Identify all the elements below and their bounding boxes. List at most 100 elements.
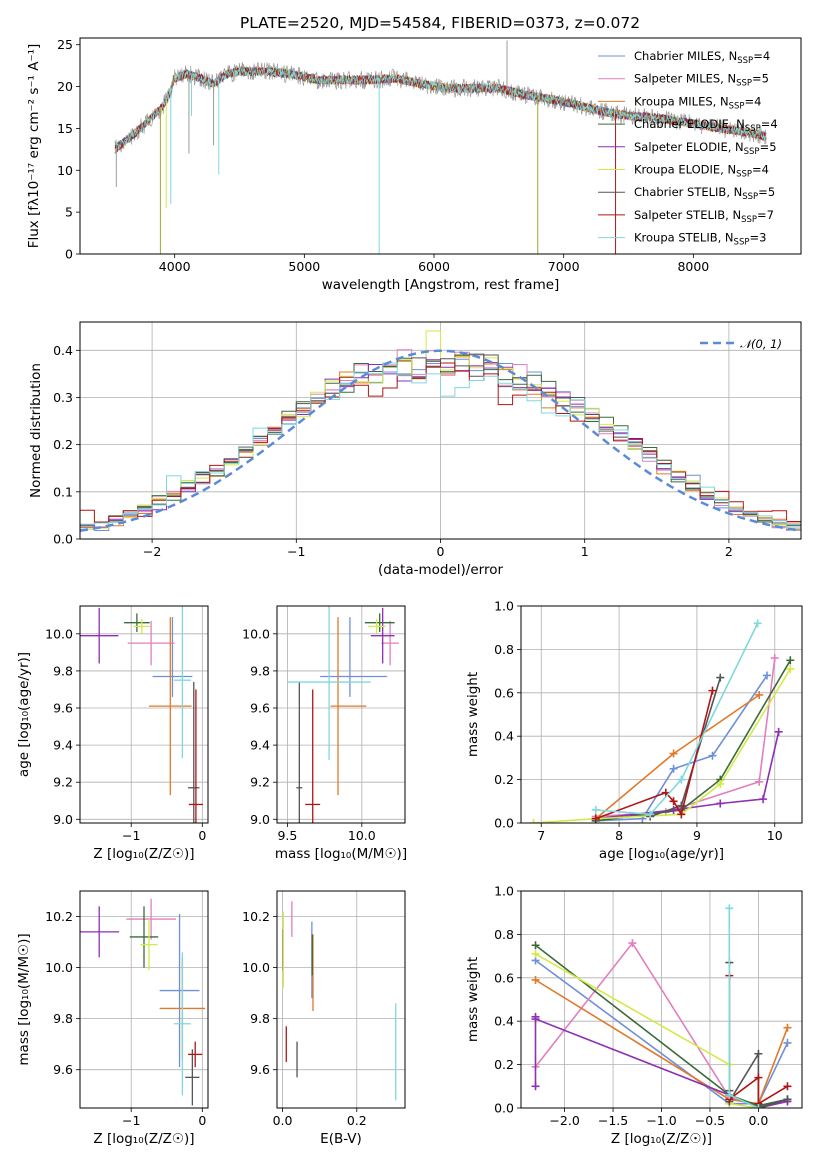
- x-axis-label: Z [log₁₀(Z/Z☉)]: [93, 846, 194, 862]
- legend-sep: , N: [713, 94, 729, 108]
- axes-frame: [520, 890, 803, 1109]
- legend-eq: =: [760, 140, 770, 154]
- legend-sep: , N: [718, 231, 734, 245]
- y-tick-label: 0.2: [53, 437, 73, 452]
- y-axis-label: mass weight: [465, 672, 481, 757]
- legend-subscript: SSP: [745, 124, 761, 134]
- y-tick-label: 10.0: [242, 626, 270, 641]
- data-point: [708, 751, 717, 760]
- series-line: [535, 944, 788, 1107]
- data-point: [531, 1082, 540, 1091]
- data-point: [531, 975, 540, 984]
- legend-eq: =: [749, 231, 759, 245]
- y-tick-label: 0.6: [494, 685, 514, 700]
- x-axis-label: E(B-V): [320, 1131, 362, 1147]
- legend-nssp: 4: [770, 117, 777, 131]
- y-tick-label: 15: [57, 121, 73, 136]
- data-point: [529, 819, 538, 823]
- x-tick-label: −1: [122, 828, 140, 843]
- x-tick-label: −2.0: [549, 1113, 579, 1128]
- legend-nssp: 4: [763, 49, 770, 63]
- y-tick-label: 9.2: [250, 775, 270, 790]
- x-tick-label: 7000: [548, 259, 580, 274]
- y-tick-label: 9.2: [53, 775, 73, 790]
- data-point: [762, 671, 771, 680]
- axes-frame: [276, 890, 406, 1109]
- plot-area: [287, 606, 400, 823]
- data-point: [531, 941, 540, 950]
- x-axis-label: Z [log₁₀(Z/Z☉)]: [93, 1131, 194, 1147]
- legend-nssp: 3: [759, 231, 766, 245]
- data-point: [725, 904, 734, 913]
- legend-name: Kroupa ELODIE: [634, 163, 720, 177]
- y-tick-label: 0.6: [494, 970, 514, 985]
- axes-frame: [520, 605, 803, 824]
- data-point: [783, 1095, 792, 1104]
- age-vs-mass-panel: 9.5 10.0 9.0 9.2 9.4 9.6 9.8 10.0 mass [log₁₀(M/…: [242, 605, 407, 862]
- legend-sep: , N: [725, 208, 741, 222]
- plot-area: [80, 898, 206, 1106]
- y-tick-label: 0.3: [53, 390, 73, 405]
- legend-name: Kroupa MILES: [634, 94, 713, 108]
- y-axis-label: Normed distribution: [28, 363, 44, 498]
- legend-name: Salpeter ELODIE: [634, 140, 728, 154]
- axes-frame: [79, 890, 209, 1109]
- y-tick-label: 9.6: [53, 701, 73, 716]
- legend-subscript: SSP: [736, 170, 752, 180]
- y-tick-label: 0.0: [53, 532, 73, 547]
- x-axis-label: age [log₁₀(age/yr)]: [599, 846, 724, 862]
- y-tick-label: 9.0: [250, 812, 270, 827]
- legend-sep: , N: [729, 117, 745, 131]
- data-point: [669, 749, 678, 758]
- legend-name: Salpeter MILES: [634, 72, 720, 86]
- plot-area: [80, 606, 204, 823]
- y-tick-label: 25: [57, 37, 73, 52]
- data-point: [755, 777, 764, 786]
- y-tick-label: 20: [57, 79, 73, 94]
- y-tick-label: 0.8: [494, 927, 514, 942]
- x-tick-label: 0: [198, 1113, 206, 1128]
- y-axis-label: Flux [fλ10⁻¹⁷ erg cm⁻² s⁻¹ A⁻¹]: [26, 44, 42, 249]
- y-axis-label: mass [log₁₀(M/M☉)]: [16, 933, 32, 1065]
- axes-frame: [276, 605, 406, 824]
- y-tick-label: 0.4: [494, 729, 514, 744]
- data-point: [770, 654, 779, 663]
- y-tick-label: 1.0: [494, 599, 514, 614]
- data-point: [783, 1023, 792, 1032]
- x-tick-label: 6000: [418, 259, 450, 274]
- x-tick-label: 10: [767, 828, 783, 843]
- x-tick-label: 0: [198, 828, 206, 843]
- x-tick-label: 4000: [159, 259, 191, 274]
- y-tick-label: 0.0: [494, 816, 514, 831]
- y-tick-label: 10.2: [45, 909, 73, 924]
- legend-subscript: SSP: [736, 79, 752, 89]
- legend-entry: Salpeter ELODIE, NSSP=5: [634, 140, 777, 157]
- series-line: [535, 959, 789, 1105]
- weight-vs-metallicity-panel: −2.0 −1.5 −1.0 −0.5 0.0 0.0 0.2 0.4 0.6 0.8 1.0 Z […: [465, 884, 803, 1147]
- y-tick-label: 0.4: [494, 1014, 514, 1029]
- data-point: [628, 939, 637, 948]
- histogram-step: [80, 362, 801, 526]
- x-tick-label: 7: [537, 828, 545, 843]
- data-point: [755, 690, 764, 699]
- age-vs-metallicity-panel: −1 0 9.0 9.2 9.4 9.6 9.8 10.0 Z [log₁₀(Z/Z☉)] age…: [16, 605, 209, 862]
- data-point: [708, 686, 717, 695]
- x-tick-label: 10.0: [348, 828, 376, 843]
- x-tick-label: −2: [143, 544, 161, 559]
- legend-eq: =: [752, 163, 762, 177]
- series-line: [595, 623, 759, 816]
- legend-eq: =: [753, 49, 763, 63]
- axes-frame: [79, 321, 802, 540]
- y-tick-label: 9.0: [53, 812, 73, 827]
- x-tick-label: 0: [437, 544, 445, 559]
- series-line: [595, 694, 760, 820]
- legend-eq: =: [761, 117, 771, 131]
- legend-name: Chabrier ELODIE: [634, 117, 729, 131]
- legend-eq: =: [752, 72, 762, 86]
- x-tick-label: 5000: [288, 259, 320, 274]
- residuals-panel: −2 −1 0 1 2 0.0 0.1 0.2 0.3 0.4 (data-model)/error…: [28, 321, 802, 578]
- legend-nssp: 4: [762, 163, 769, 177]
- legend-entry: Chabrier MILES, NSSP=4: [634, 49, 770, 66]
- legend-subscript: SSP: [742, 192, 758, 202]
